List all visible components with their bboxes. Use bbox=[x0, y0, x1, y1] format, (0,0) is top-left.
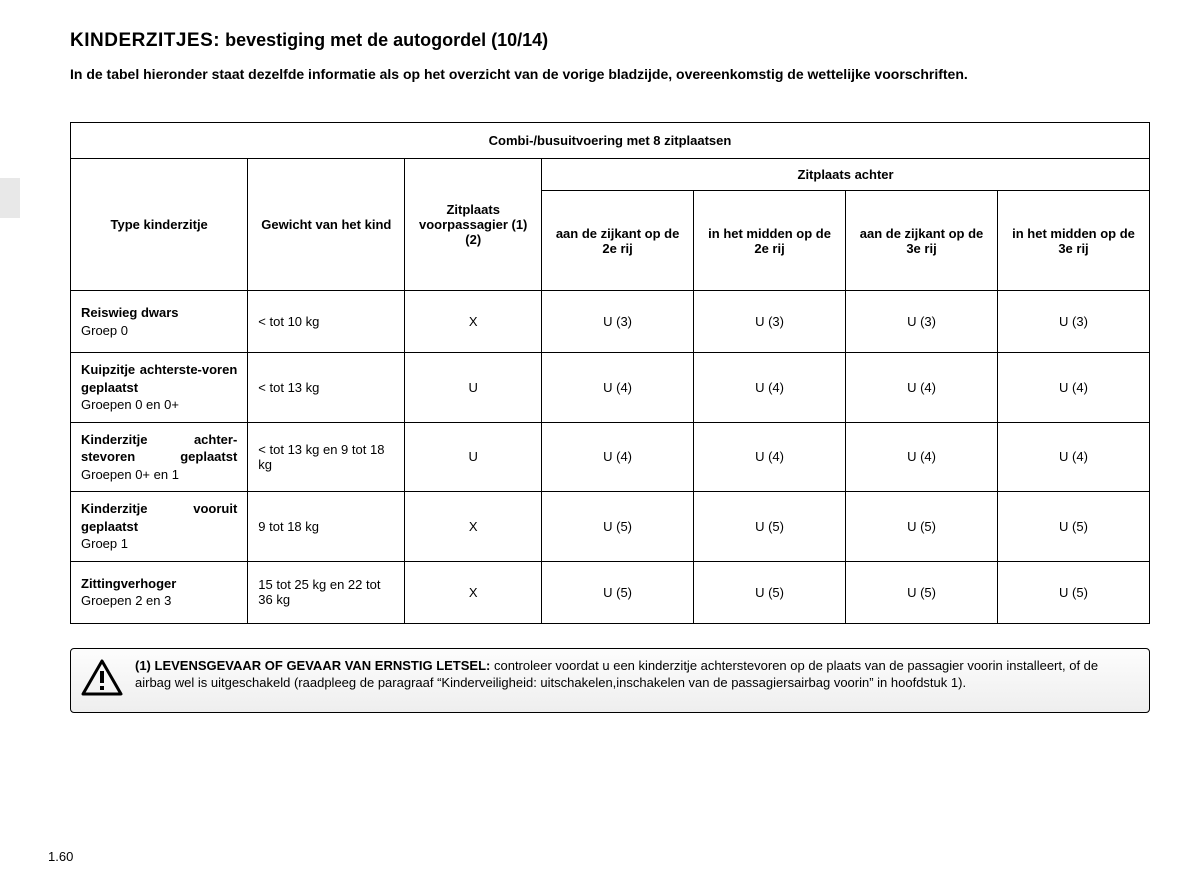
warning-box: (1) LEVENSGEVAAR OF GEVAAR VAN ERNSTIG L… bbox=[70, 648, 1150, 713]
page-number: 1.60 bbox=[48, 849, 73, 864]
type-sub: Groepen 2 en 3 bbox=[81, 593, 171, 608]
type-sub: Groep 0 bbox=[81, 323, 128, 338]
warning-icon bbox=[81, 659, 123, 702]
cell-rear: U (4) bbox=[542, 353, 694, 423]
table-row: Kinderzitje vooruit geplaatstGroep 19 to… bbox=[71, 492, 1150, 562]
title-rest: bevestiging met de autogordel (10/14) bbox=[220, 30, 548, 50]
cell-front: U bbox=[405, 353, 542, 423]
cell-rear: U (5) bbox=[998, 561, 1150, 623]
page-content: KINDERZITJES: bevestiging met de autogor… bbox=[0, 0, 1200, 713]
th-rear-group: Zitplaats achter bbox=[542, 159, 1150, 191]
th-rear-3: in het midden op de 3e rij bbox=[998, 191, 1150, 291]
cell-rear: U (4) bbox=[998, 353, 1150, 423]
cell-type: Reiswieg dwars Groep 0 bbox=[71, 291, 248, 353]
th-rear-1: in het midden op de 2e rij bbox=[694, 191, 846, 291]
cell-type: Zittingverhoger Groepen 2 en 3 bbox=[71, 561, 248, 623]
table-row: Reiswieg dwarsGroep 0< tot 10 kgXU (3)U … bbox=[71, 291, 1150, 353]
type-bold: Kuipzitje achterste-voren geplaatst bbox=[81, 361, 237, 396]
cell-rear: U (5) bbox=[542, 492, 694, 562]
warning-text: (1) LEVENSGEVAAR OF GEVAAR VAN ERNSTIG L… bbox=[135, 657, 1135, 692]
cell-type: Kuipzitje achterste-voren geplaatstGroep… bbox=[71, 353, 248, 423]
cell-rear: U (3) bbox=[694, 291, 846, 353]
cell-weight: < tot 13 kg bbox=[248, 353, 405, 423]
cell-rear: U (3) bbox=[998, 291, 1150, 353]
intro-text: In de tabel hieronder staat dezelfde inf… bbox=[70, 66, 1150, 82]
table-caption: Combi-/busuitvoering met 8 zitplaatsen bbox=[71, 123, 1150, 159]
type-sub: Groep 1 bbox=[81, 536, 128, 551]
cell-front: X bbox=[405, 291, 542, 353]
cell-rear: U (3) bbox=[846, 291, 998, 353]
th-type: Type kinderzitje bbox=[71, 159, 248, 291]
table-row: Kinderzitje achter-stevoren geplaatstGro… bbox=[71, 422, 1150, 492]
table-row: Kuipzitje achterste-voren geplaatstGroep… bbox=[71, 353, 1150, 423]
page-title: KINDERZITJES: bevestiging met de autogor… bbox=[70, 30, 1150, 52]
cell-rear: U (4) bbox=[998, 422, 1150, 492]
th-weight: Gewicht van het kind bbox=[248, 159, 405, 291]
type-sub: Groepen 0+ en 1 bbox=[81, 467, 179, 482]
cell-front: X bbox=[405, 561, 542, 623]
cell-rear: U (4) bbox=[542, 422, 694, 492]
type-sub: Groepen 0 en 0+ bbox=[81, 397, 179, 412]
warning-lead: (1) LEVENSGEVAAR OF GEVAAR VAN ERNSTIG L… bbox=[135, 658, 490, 673]
cell-rear: U (5) bbox=[998, 492, 1150, 562]
th-rear-0: aan de zijkant op de 2e rij bbox=[542, 191, 694, 291]
cell-weight: < tot 10 kg bbox=[248, 291, 405, 353]
cell-rear: U (5) bbox=[542, 561, 694, 623]
th-rear-2: aan de zijkant op de 3e rij bbox=[846, 191, 998, 291]
cell-rear: U (4) bbox=[694, 353, 846, 423]
type-bold: Reiswieg dwars bbox=[81, 305, 179, 320]
table-body: Reiswieg dwarsGroep 0< tot 10 kgXU (3)U … bbox=[71, 291, 1150, 624]
cell-rear: U (3) bbox=[542, 291, 694, 353]
side-tab bbox=[0, 178, 20, 218]
child-seat-table: Combi-/busuitvoering met 8 zitplaatsen T… bbox=[70, 122, 1150, 624]
type-bold: Zittingverhoger bbox=[81, 576, 176, 591]
cell-weight: 15 tot 25 kg en 22 tot 36 kg bbox=[248, 561, 405, 623]
cell-weight: 9 tot 18 kg bbox=[248, 492, 405, 562]
cell-rear: U (5) bbox=[846, 561, 998, 623]
cell-weight: < tot 13 kg en 9 tot 18 kg bbox=[248, 422, 405, 492]
cell-rear: U (5) bbox=[694, 561, 846, 623]
th-front: Zitplaats voorpassagier (1) (2) bbox=[405, 159, 542, 291]
type-bold: Kinderzitje achter-stevoren geplaatst bbox=[81, 431, 237, 466]
cell-type: Kinderzitje achter-stevoren geplaatstGro… bbox=[71, 422, 248, 492]
cell-type: Kinderzitje vooruit geplaatstGroep 1 bbox=[71, 492, 248, 562]
table-row: Zittingverhoger Groepen 2 en 3 15 tot 25 k… bbox=[71, 561, 1150, 623]
cell-rear: U (4) bbox=[694, 422, 846, 492]
title-bold: KINDERZITJES: bbox=[70, 30, 220, 51]
cell-front: U bbox=[405, 422, 542, 492]
cell-rear: U (4) bbox=[846, 422, 998, 492]
cell-rear: U (5) bbox=[846, 492, 998, 562]
cell-rear: U (4) bbox=[846, 353, 998, 423]
type-bold: Kinderzitje vooruit geplaatst bbox=[81, 500, 237, 535]
cell-front: X bbox=[405, 492, 542, 562]
cell-rear: U (5) bbox=[694, 492, 846, 562]
